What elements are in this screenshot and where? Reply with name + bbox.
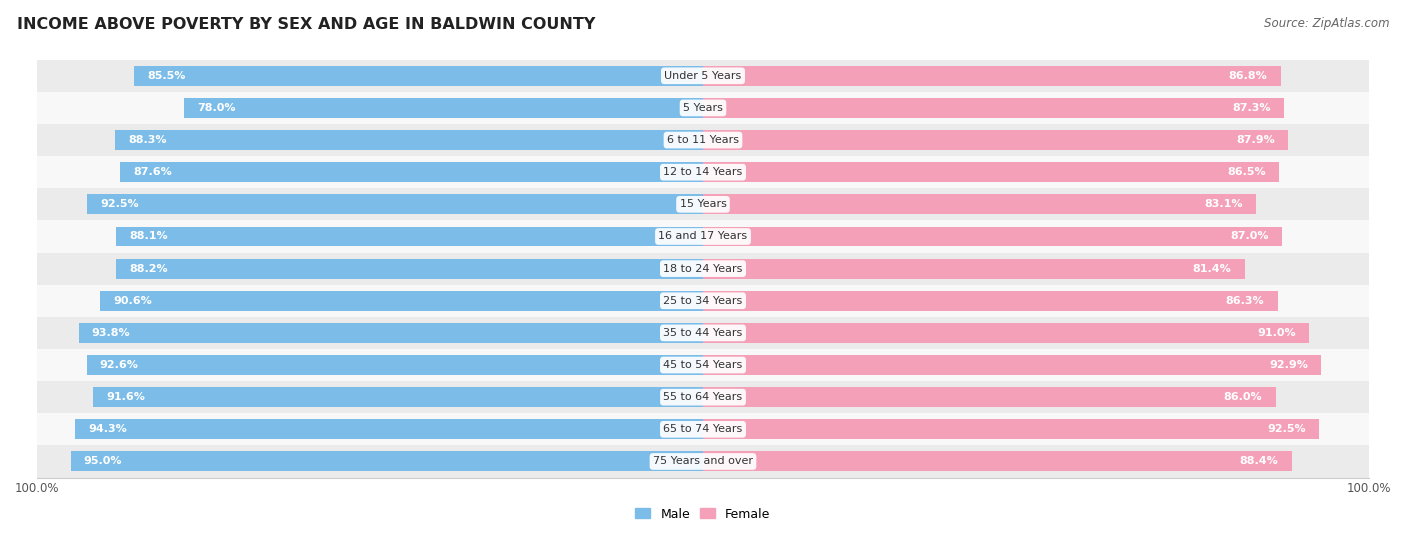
Text: 88.3%: 88.3%	[128, 135, 167, 145]
Bar	[37, 317, 1369, 349]
Bar	[703, 195, 1256, 214]
Text: 92.9%: 92.9%	[1270, 360, 1308, 370]
Text: 18 to 24 Years: 18 to 24 Years	[664, 264, 742, 273]
Bar	[703, 323, 1309, 343]
Text: 92.6%: 92.6%	[100, 360, 139, 370]
Bar	[37, 60, 1369, 92]
Text: 87.6%: 87.6%	[134, 167, 172, 177]
Text: 93.8%: 93.8%	[91, 328, 131, 338]
Text: 87.3%: 87.3%	[1233, 103, 1271, 113]
Bar	[37, 381, 1369, 413]
Bar	[87, 355, 703, 375]
Bar	[70, 452, 703, 471]
Bar	[703, 226, 1282, 247]
Text: Source: ZipAtlas.com: Source: ZipAtlas.com	[1264, 17, 1389, 30]
Text: 25 to 34 Years: 25 to 34 Years	[664, 296, 742, 306]
Text: 16 and 17 Years: 16 and 17 Years	[658, 231, 748, 241]
Bar	[703, 291, 1278, 311]
Bar	[703, 66, 1281, 86]
Bar	[703, 355, 1322, 375]
Bar	[184, 98, 703, 118]
Bar	[703, 419, 1319, 439]
Text: 55 to 64 Years: 55 to 64 Years	[664, 392, 742, 402]
Text: 81.4%: 81.4%	[1192, 264, 1232, 273]
Bar	[703, 162, 1279, 182]
Bar	[93, 387, 703, 407]
Bar	[37, 220, 1369, 253]
Text: 86.5%: 86.5%	[1227, 167, 1265, 177]
Bar	[134, 66, 703, 86]
Bar	[100, 291, 703, 311]
Text: 45 to 54 Years: 45 to 54 Years	[664, 360, 742, 370]
Text: 92.5%: 92.5%	[100, 200, 139, 209]
Text: 35 to 44 Years: 35 to 44 Years	[664, 328, 742, 338]
Text: 78.0%: 78.0%	[197, 103, 236, 113]
Bar	[120, 162, 703, 182]
Bar	[79, 323, 703, 343]
Bar	[37, 446, 1369, 477]
Bar	[115, 130, 703, 150]
Bar	[37, 156, 1369, 188]
Bar	[703, 387, 1275, 407]
Text: 75 Years and over: 75 Years and over	[652, 457, 754, 466]
Text: 15 Years: 15 Years	[679, 200, 727, 209]
Text: 86.8%: 86.8%	[1229, 71, 1268, 81]
Text: 12 to 14 Years: 12 to 14 Years	[664, 167, 742, 177]
Bar	[37, 253, 1369, 285]
Bar	[87, 195, 703, 214]
Bar	[703, 98, 1284, 118]
Text: 86.0%: 86.0%	[1223, 392, 1263, 402]
Text: 95.0%: 95.0%	[84, 457, 122, 466]
Text: 90.6%: 90.6%	[112, 296, 152, 306]
Text: 91.6%: 91.6%	[107, 392, 145, 402]
Text: 88.1%: 88.1%	[129, 231, 169, 241]
Text: 83.1%: 83.1%	[1205, 200, 1243, 209]
Text: 88.2%: 88.2%	[129, 264, 167, 273]
Legend: Male, Female: Male, Female	[630, 503, 776, 525]
Text: INCOME ABOVE POVERTY BY SEX AND AGE IN BALDWIN COUNTY: INCOME ABOVE POVERTY BY SEX AND AGE IN B…	[17, 17, 595, 32]
Bar	[75, 419, 703, 439]
Text: 92.5%: 92.5%	[1267, 424, 1306, 434]
Bar	[703, 452, 1292, 471]
Bar	[37, 188, 1369, 220]
Bar	[703, 259, 1244, 278]
Bar	[37, 285, 1369, 317]
Text: 65 to 74 Years: 65 to 74 Years	[664, 424, 742, 434]
Bar	[115, 259, 703, 278]
Text: 85.5%: 85.5%	[148, 71, 186, 81]
Text: 91.0%: 91.0%	[1257, 328, 1295, 338]
Text: 87.0%: 87.0%	[1230, 231, 1268, 241]
Text: 6 to 11 Years: 6 to 11 Years	[666, 135, 740, 145]
Text: 94.3%: 94.3%	[89, 424, 128, 434]
Bar	[703, 130, 1288, 150]
Text: 88.4%: 88.4%	[1240, 457, 1278, 466]
Bar	[37, 124, 1369, 156]
Bar	[37, 349, 1369, 381]
Text: 5 Years: 5 Years	[683, 103, 723, 113]
Bar	[37, 413, 1369, 446]
Text: 87.9%: 87.9%	[1236, 135, 1275, 145]
Text: Under 5 Years: Under 5 Years	[665, 71, 741, 81]
Bar	[117, 226, 703, 247]
Text: 86.3%: 86.3%	[1226, 296, 1264, 306]
Bar	[37, 92, 1369, 124]
